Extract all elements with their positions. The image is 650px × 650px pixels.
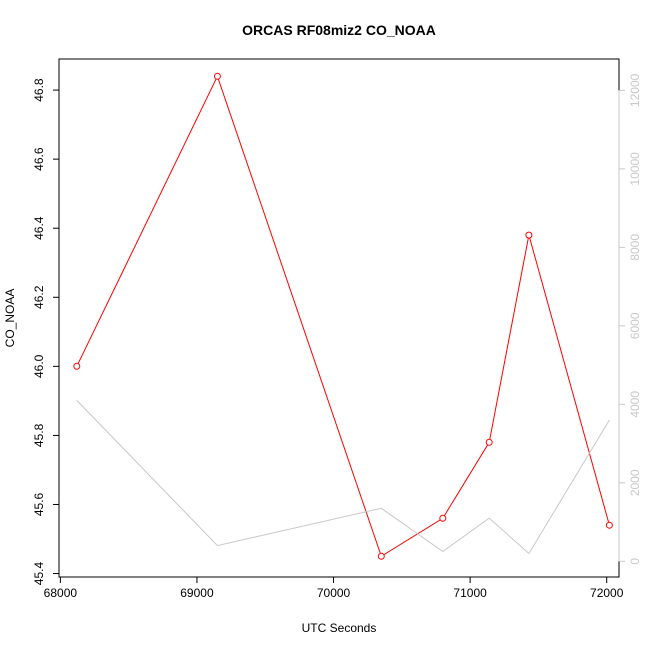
- y2-tick-label: 0: [628, 558, 642, 565]
- data-point: [485, 438, 493, 446]
- y-tick-label: 46.2: [32, 285, 46, 309]
- series-layer: [73, 72, 613, 560]
- x-tick-label: 69000: [180, 586, 214, 600]
- x-axis-title: UTC Seconds: [302, 621, 377, 635]
- y-tick-label: 45.8: [32, 423, 46, 447]
- x-axis: 68000 69000 70000 71000 72000: [44, 576, 624, 600]
- chart-title: ORCAS RF08miz2 CO_NOAA: [242, 22, 436, 38]
- y-axis-left: 45.4 45.6 45.8 46.0 46.2 46.4 46.6 46.8: [32, 78, 60, 586]
- plot-box: [58, 58, 620, 578]
- data-point: [525, 231, 533, 239]
- y-axis-right: 0 2000 4000 6000 8000 10000 12000: [618, 73, 642, 565]
- y2-tick-label: 6000: [628, 312, 642, 339]
- y2-tick-label: 4000: [628, 391, 642, 418]
- y2-tick-label: 10000: [628, 152, 642, 186]
- x-tick-label: 68000: [44, 586, 78, 600]
- data-point: [213, 72, 221, 80]
- y-axis-title: CO_NOAA: [3, 289, 17, 348]
- data-point: [73, 362, 81, 370]
- y-tick-label: 46.4: [32, 216, 46, 240]
- data-point: [605, 521, 613, 529]
- series-primary-line: [76, 74, 610, 558]
- x-tick-label: 72000: [590, 586, 624, 600]
- y-tick-label: 45.6: [32, 492, 46, 516]
- y2-tick-label: 2000: [628, 469, 642, 496]
- x-tick-label: 71000: [453, 586, 487, 600]
- y-tick-label: 45.4: [32, 562, 46, 586]
- y2-tick-label: 12000: [628, 73, 642, 107]
- y-tick-label: 46.6: [32, 147, 46, 171]
- y-tick-label: 46.8: [32, 78, 46, 102]
- y2-tick-label: 8000: [628, 234, 642, 261]
- data-point: [439, 514, 447, 522]
- data-point: [377, 552, 385, 560]
- series-secondary-line: [76, 400, 610, 555]
- y-tick-label: 46.0: [32, 354, 46, 378]
- x-tick-label: 70000: [317, 586, 351, 600]
